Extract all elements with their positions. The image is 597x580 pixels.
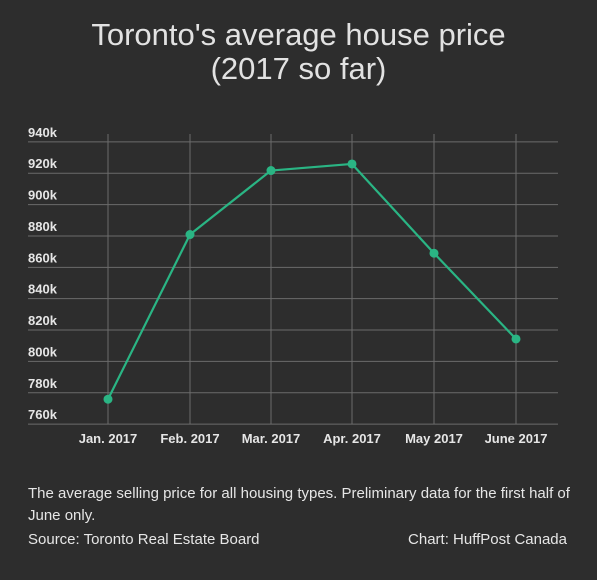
data-point bbox=[103, 394, 113, 404]
x-tick-label: Jan. 2017 bbox=[79, 431, 138, 446]
chart-source: Source: Toronto Real Estate Board bbox=[28, 531, 260, 548]
y-axis-ticks: 940k 920k 900k 880k 860k 840k 820k 800k 780k 760k bbox=[28, 125, 58, 422]
y-tick-label: 820k bbox=[28, 313, 58, 328]
data-point bbox=[266, 166, 276, 176]
chart-title: Toronto's average house price (2017 so f… bbox=[0, 18, 597, 86]
y-tick-label: 900k bbox=[28, 188, 58, 203]
y-tick-label: 880k bbox=[28, 219, 58, 234]
y-tick-label: 860k bbox=[28, 250, 58, 265]
y-tick-label: 800k bbox=[28, 344, 58, 359]
data-point bbox=[511, 334, 521, 344]
y-tick-label: 760k bbox=[28, 407, 58, 422]
data-point bbox=[347, 159, 357, 169]
chart-title-line-1: Toronto's average house price bbox=[91, 17, 506, 52]
y-tick-label: 840k bbox=[28, 282, 58, 297]
x-tick-label: June 2017 bbox=[485, 431, 548, 446]
grid-lines bbox=[28, 134, 558, 425]
x-tick-label: May 2017 bbox=[405, 431, 463, 446]
x-axis-ticks: Jan. 2017 Feb. 2017 Mar. 2017 Apr. 2017 May … bbox=[79, 431, 548, 446]
data-point bbox=[185, 230, 195, 240]
chart-footnote: The average selling price for all housin… bbox=[28, 485, 570, 524]
series-layer bbox=[103, 159, 521, 404]
chart-credit: Chart: HuffPost Canada bbox=[408, 531, 567, 548]
x-tick-label: Apr. 2017 bbox=[323, 431, 381, 446]
x-tick-label: Feb. 2017 bbox=[160, 431, 219, 446]
chart-title-line-2: (2017 so far) bbox=[210, 51, 387, 86]
y-tick-label: 920k bbox=[28, 156, 58, 171]
data-point bbox=[429, 248, 439, 258]
y-tick-label: 780k bbox=[28, 376, 58, 391]
series-line bbox=[107, 162, 517, 400]
x-tick-label: Mar. 2017 bbox=[242, 431, 301, 446]
line-chart: 940k 920k 900k 880k 860k 840k 820k 800k 780k 760k… bbox=[28, 125, 558, 446]
y-tick-label: 940k bbox=[28, 125, 58, 140]
